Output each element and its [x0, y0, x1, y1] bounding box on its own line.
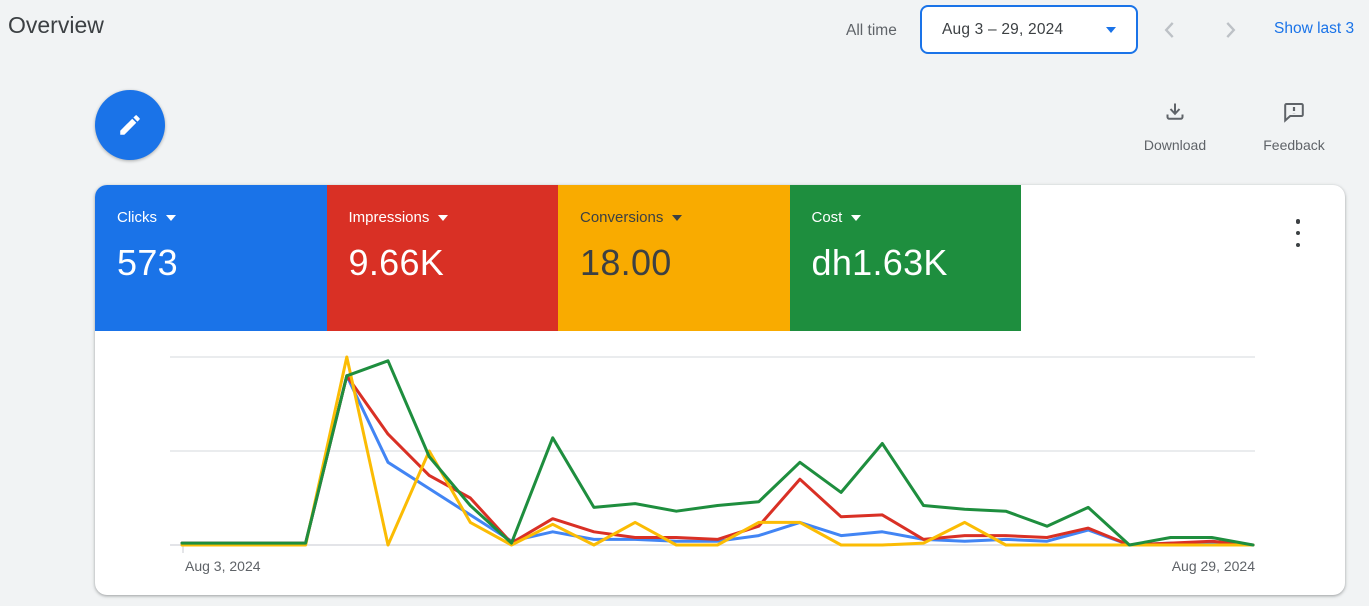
metric-dropdown-caret-icon — [672, 214, 683, 221]
series-line-clicks — [180, 374, 1255, 547]
x-axis-start-label: Aug 3, 2024 — [185, 558, 261, 574]
feedback-button[interactable]: Feedback — [1251, 100, 1337, 153]
metric-tile-cost[interactable]: Cost dh1.63K — [789, 185, 1021, 331]
edit-button[interactable] — [95, 90, 165, 160]
date-range-value: Aug 3 – 29, 2024 — [942, 20, 1064, 38]
chevron-left-icon — [1164, 22, 1174, 38]
metric-label: Cost — [811, 209, 843, 226]
date-range-picker[interactable]: Aug 3 – 29, 2024 — [920, 5, 1138, 54]
line-chart-canvas — [170, 355, 1255, 553]
series-line-cost — [180, 359, 1255, 547]
metric-tiles: Clicks 573 Impressions 9.66K Conversions… — [95, 185, 1021, 331]
metric-dropdown-caret-icon — [166, 214, 176, 221]
metric-value: dh1.63K — [811, 242, 948, 283]
x-axis-end-label: Aug 29, 2024 — [1171, 558, 1255, 574]
metric-label: Conversions — [580, 209, 664, 226]
metric-label: Clicks — [117, 209, 157, 226]
metric-label: Impressions — [348, 209, 430, 226]
show-last-link[interactable]: Show last 3 — [1274, 20, 1355, 37]
card-options-button[interactable] — [1291, 217, 1305, 249]
previous-range-button[interactable] — [1148, 14, 1192, 46]
page-title: Overview — [8, 12, 104, 38]
kebab-menu-icon — [1295, 219, 1301, 224]
metric-value: 9.66K — [348, 242, 445, 283]
range-mode-label: All time — [846, 22, 897, 39]
chevron-right-icon — [1226, 22, 1236, 38]
metric-tile-impressions[interactable]: Impressions 9.66K — [326, 185, 558, 331]
metric-value: 18.00 — [580, 242, 672, 283]
feedback-label: Feedback — [1263, 137, 1325, 153]
overview-card: Clicks 573 Impressions 9.66K Conversions… — [95, 185, 1345, 595]
feedback-icon — [1284, 103, 1304, 123]
caret-down-icon — [1106, 26, 1116, 33]
metric-value: 573 — [117, 242, 178, 283]
download-button[interactable]: Download — [1132, 100, 1218, 153]
download-label: Download — [1143, 137, 1207, 153]
series-line-conversions — [180, 355, 1255, 547]
metric-tile-clicks[interactable]: Clicks 573 — [95, 185, 327, 331]
download-icon — [1166, 103, 1184, 120]
performance-chart: Aug 3, 2024 Aug 29, 2024 — [170, 345, 1260, 585]
metric-dropdown-caret-icon — [851, 214, 862, 221]
series-line-impressions — [180, 374, 1255, 547]
metric-dropdown-caret-icon — [438, 214, 449, 221]
pencil-icon — [120, 115, 140, 135]
metric-tile-conversions[interactable]: Conversions 18.00 — [558, 185, 790, 331]
next-range-button[interactable] — [1208, 14, 1252, 46]
